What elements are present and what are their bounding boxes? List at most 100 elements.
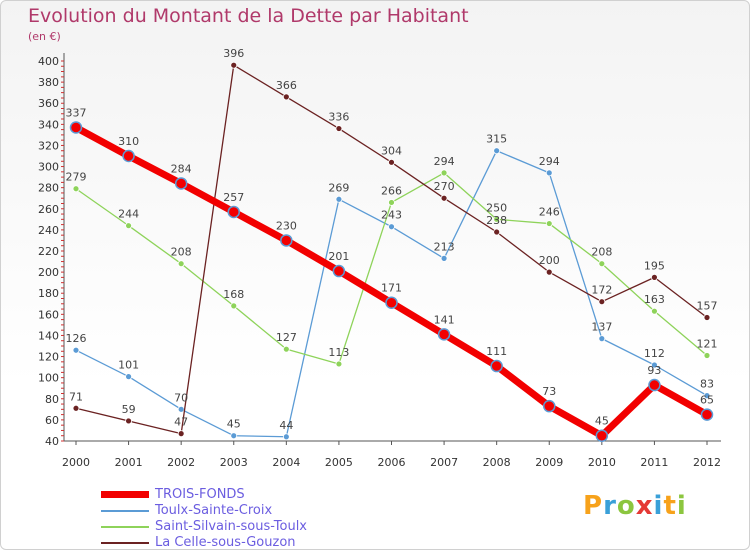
x-tick-label: 2006 — [378, 456, 406, 469]
series-segment — [335, 267, 395, 307]
x-tick-label: 2010 — [588, 456, 616, 469]
data-point — [703, 314, 711, 321]
x-tick-label: 2005 — [325, 456, 353, 469]
data-label: 163 — [644, 293, 665, 306]
data-point — [437, 328, 451, 341]
data-point — [282, 345, 290, 353]
data-label: 71 — [69, 390, 83, 403]
data-point — [177, 430, 185, 438]
data-point — [230, 432, 238, 440]
series-segment — [233, 64, 287, 98]
data-label: 59 — [122, 403, 136, 416]
data-label: 337 — [66, 107, 87, 120]
y-tick-label: 100 — [38, 372, 59, 385]
series-segment — [230, 208, 290, 244]
data-point — [280, 234, 293, 247]
series-segment — [601, 263, 656, 312]
legend-item: TROIS-FONDS — [101, 487, 307, 503]
data-point — [282, 433, 290, 441]
brand-letter: i — [653, 491, 664, 521]
data-point — [388, 158, 395, 166]
data-label: 284 — [171, 162, 192, 175]
series-segment — [75, 349, 130, 378]
data-label: 243 — [381, 209, 402, 222]
legend-item: Saint-Silvain-sous-Toulx — [101, 519, 307, 535]
data-point — [493, 147, 501, 155]
data-label: 269 — [328, 181, 349, 194]
y-tick-label: 240 — [38, 224, 59, 237]
data-point — [335, 360, 343, 368]
data-point — [440, 169, 448, 177]
series-segment — [285, 348, 340, 365]
brand-letter: r — [603, 491, 617, 521]
series-segment — [127, 225, 182, 265]
data-label: 238 — [486, 214, 507, 227]
data-label: 101 — [118, 359, 139, 372]
series-segment — [653, 364, 708, 397]
y-tick-label: 280 — [38, 182, 59, 195]
brand-letter: o — [616, 491, 636, 521]
data-point — [595, 429, 609, 442]
data-point — [335, 195, 343, 203]
data-point — [545, 169, 553, 177]
brand-letter: t — [663, 491, 677, 521]
data-point — [648, 378, 661, 392]
data-label: 93 — [647, 364, 661, 377]
x-tick-label: 2000 — [62, 456, 90, 469]
data-point — [651, 307, 658, 315]
data-label: 111 — [486, 345, 507, 358]
data-label: 112 — [644, 347, 665, 360]
x-tick-label: 2011 — [640, 456, 668, 469]
series-segment — [177, 179, 238, 216]
data-point — [125, 373, 132, 381]
y-tick-label: 320 — [38, 139, 59, 152]
y-tick-label: 140 — [38, 329, 59, 342]
legend-item: La Celle-sous-Gouzon — [101, 535, 307, 549]
data-point — [545, 220, 553, 227]
data-label: 45 — [227, 418, 241, 431]
data-label: 113 — [328, 346, 349, 359]
data-label: 171 — [381, 282, 402, 295]
series-segment — [180, 64, 235, 435]
data-label: 294 — [539, 155, 560, 168]
series-segment — [180, 263, 235, 307]
series-segment — [282, 236, 343, 275]
legend: TROIS-FONDS Toulx-Sainte-Croix Saint-Silva… — [101, 487, 307, 549]
series-segment — [125, 152, 185, 187]
data-label: 137 — [591, 321, 612, 334]
data-label: 201 — [328, 250, 349, 263]
series-segment — [548, 271, 603, 303]
data-point — [72, 185, 80, 193]
data-point — [490, 359, 503, 373]
series-segment — [127, 420, 182, 435]
legend-label: Toulx-Sainte-Croix — [155, 503, 273, 518]
series-segment — [496, 150, 550, 174]
data-label: 294 — [434, 155, 455, 168]
data-label: 172 — [591, 284, 612, 297]
data-point — [598, 260, 606, 268]
y-tick-label: 400 — [38, 55, 59, 68]
data-point — [385, 296, 398, 309]
data-point — [174, 177, 188, 190]
x-tick-label: 2012 — [693, 456, 721, 469]
data-label: 45 — [595, 415, 609, 428]
series-segment — [653, 310, 708, 357]
data-point — [69, 121, 83, 134]
data-label: 366 — [276, 79, 297, 92]
series-segment — [548, 222, 603, 265]
data-label: 83 — [700, 378, 714, 391]
series-segment — [338, 198, 393, 228]
y-tick-label: 60 — [45, 414, 59, 427]
data-point — [332, 264, 346, 278]
data-label: 246 — [539, 206, 560, 219]
data-label: 44 — [279, 419, 293, 432]
y-tick-label: 200 — [38, 266, 59, 279]
data-point — [282, 93, 290, 101]
data-point — [335, 125, 343, 132]
data-point — [703, 352, 711, 359]
series-segment — [548, 172, 603, 340]
data-label: 315 — [486, 133, 507, 146]
y-tick-label: 220 — [38, 245, 59, 258]
series-segment — [601, 337, 656, 366]
data-point — [388, 199, 395, 206]
